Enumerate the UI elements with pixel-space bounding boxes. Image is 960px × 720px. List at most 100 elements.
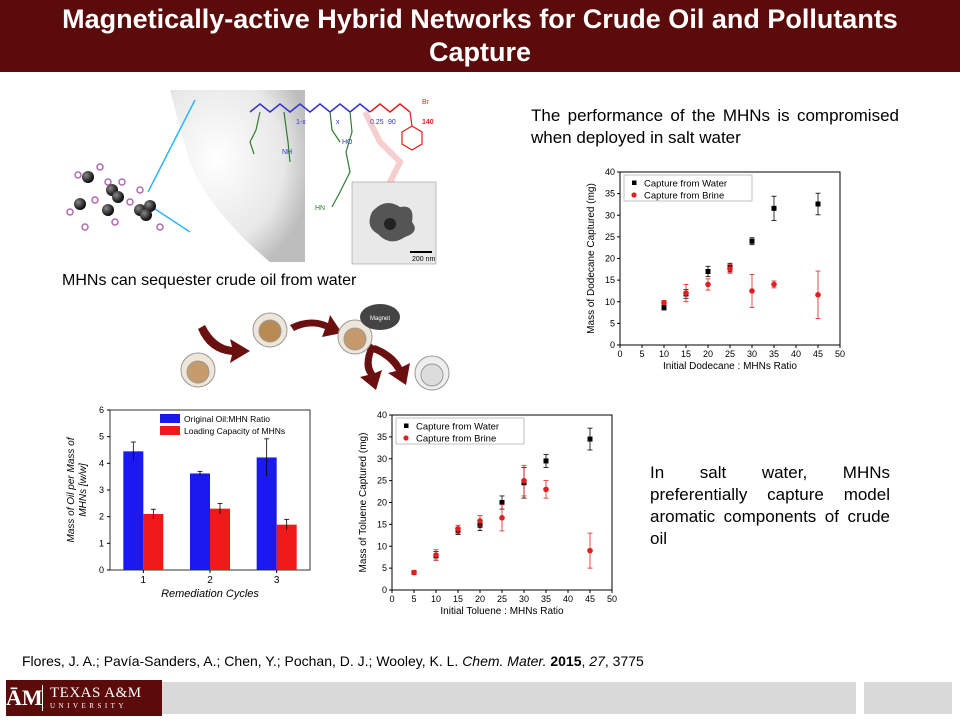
data-point [543, 458, 549, 464]
magnetic-nanoparticles [74, 171, 156, 221]
legend: Original Oil:MHN Ratio Loading Capacity o… [160, 414, 285, 436]
chart-remediation: 0 1 2 3 4 5 6 1 2 3 Remediation Cycles Mass of Oil … [60, 400, 330, 610]
data-point [477, 518, 483, 524]
y-tick-label: 4 [99, 458, 104, 468]
legend-swatch [160, 414, 180, 423]
polymer-label-1x: 1-x [296, 119, 306, 126]
oil-capture-sequence-illustration: Magnet [180, 304, 450, 391]
bar [123, 451, 144, 570]
legend-label: Capture from Brine [644, 191, 724, 202]
reference-pages: 3775 [612, 653, 644, 669]
footer-bar-right [864, 682, 952, 714]
magnet-label: Magnet [370, 316, 390, 322]
x-tick-label: 3 [274, 575, 280, 586]
y-tick-label: 20 [605, 254, 615, 264]
x-tick-label: 10 [431, 594, 441, 604]
y-tick-label: 20 [377, 498, 387, 508]
legend-marker [403, 435, 409, 441]
data-point [499, 500, 505, 505]
reference-citation: Flores, J. A.; Pavía-Sanders, A.; Chen, … [22, 653, 644, 669]
data-point [433, 552, 439, 558]
y-tick-label: 5 [610, 318, 615, 328]
data-point [661, 299, 667, 306]
y-tick-label: 25 [377, 476, 387, 486]
x-tick-label: 45 [813, 349, 823, 359]
y-axis-label-line2: MHNs [w/w] [78, 463, 89, 517]
x-tick-label: 10 [659, 349, 669, 359]
title-bar: Magnetically-active Hybrid Networks for … [0, 0, 960, 72]
polymer-label-x: x [336, 119, 340, 126]
y-tick-label: 10 [605, 297, 615, 307]
x-tick-label: 2 [207, 575, 213, 586]
legend-label: Loading Capacity of MHNs [184, 426, 285, 436]
footer-bar-main [162, 682, 856, 714]
y-tick-label: 35 [377, 432, 387, 442]
y-tick-label: 15 [377, 519, 387, 529]
x-tick-label: 0 [389, 594, 394, 604]
x-tick-label: 15 [453, 594, 463, 604]
y-tick-label: 40 [605, 167, 615, 177]
y-tick-label: 3 [99, 485, 104, 495]
polymer-label-025: 0.25 [370, 119, 384, 126]
data-point [661, 304, 667, 310]
x-tick-label: 5 [639, 349, 644, 359]
reference-volume: 27 [589, 653, 605, 669]
text-top-right: The performance of the MHNs is compromis… [531, 106, 899, 147]
logo-line1: TEXAS A&M [50, 685, 142, 701]
caption-mid-left: MHNs can sequester crude oil from water [62, 272, 357, 289]
polymer-label-br: Br [422, 99, 430, 106]
zoom-line-top [147, 99, 196, 193]
y-tick-label: 1 [99, 538, 104, 548]
x-tick-label: 30 [519, 594, 529, 604]
mhn-structure-illustration: 1-x x 0.25 90 140 Br NH HO HN 200 nm [66, 90, 437, 265]
x-tick-label: 30 [747, 349, 757, 359]
data-point [815, 201, 821, 207]
polymer-label-140: 140 [422, 119, 434, 126]
y-tick-label: 35 [605, 189, 615, 199]
y-tick-label: 6 [99, 405, 104, 415]
y-tick-label: 0 [382, 585, 387, 595]
legend-marker [631, 192, 637, 198]
data-point [705, 268, 711, 274]
zoom-line-bottom [151, 206, 191, 233]
data-point [771, 281, 777, 288]
texas-am-logo: ĀM TEXAS A&M UNIVERSITY [6, 680, 162, 716]
data-point [587, 436, 593, 442]
bar [143, 514, 164, 570]
x-axis-label: Remediation Cycles [161, 588, 259, 600]
x-tick-label: 35 [541, 594, 551, 604]
series-capture-from-brine [661, 264, 821, 320]
vials [180, 312, 450, 391]
x-tick-label: 20 [475, 594, 485, 604]
y-tick-label: 30 [605, 210, 615, 220]
bar [190, 473, 210, 570]
x-tick-label: 25 [725, 349, 735, 359]
y-tick-label: 10 [377, 541, 387, 551]
polymer-label-ho: HO [342, 139, 353, 146]
data-point [411, 569, 417, 576]
y-tick-label: 25 [605, 232, 615, 242]
purple-micelles [66, 163, 164, 231]
x-tick-label: 35 [769, 349, 779, 359]
y-tick-label: 40 [377, 410, 387, 420]
x-axis-label: Initial Dodecane : MHNs Ratio [663, 361, 797, 372]
data-point [815, 292, 821, 298]
y-axis-label: Mass of Dodecane Captured (mg) [586, 183, 597, 334]
polymer-label-90: 90 [388, 119, 396, 126]
logo-mark: ĀM [6, 685, 43, 711]
y-tick-label: 0 [99, 565, 104, 575]
data-point [543, 486, 549, 493]
y-axis-label-line1: Mass of Oil per Mass of [66, 436, 77, 542]
curved-arrows [198, 315, 410, 390]
y-tick-label: 5 [99, 432, 104, 442]
series-capture-from-water [411, 427, 593, 575]
data-point [587, 547, 593, 554]
data-point [455, 525, 461, 532]
y-tick-label: 30 [377, 454, 387, 464]
polymer-sphere [170, 90, 305, 262]
chart-dodecane: 0 5 10 15 20 25 30 35 40 45 50 0 5 10 15 20 25 30 35 40 Init… [580, 162, 850, 382]
logo-line2: UNIVERSITY [50, 702, 127, 710]
y-tick-label: 15 [605, 275, 615, 285]
